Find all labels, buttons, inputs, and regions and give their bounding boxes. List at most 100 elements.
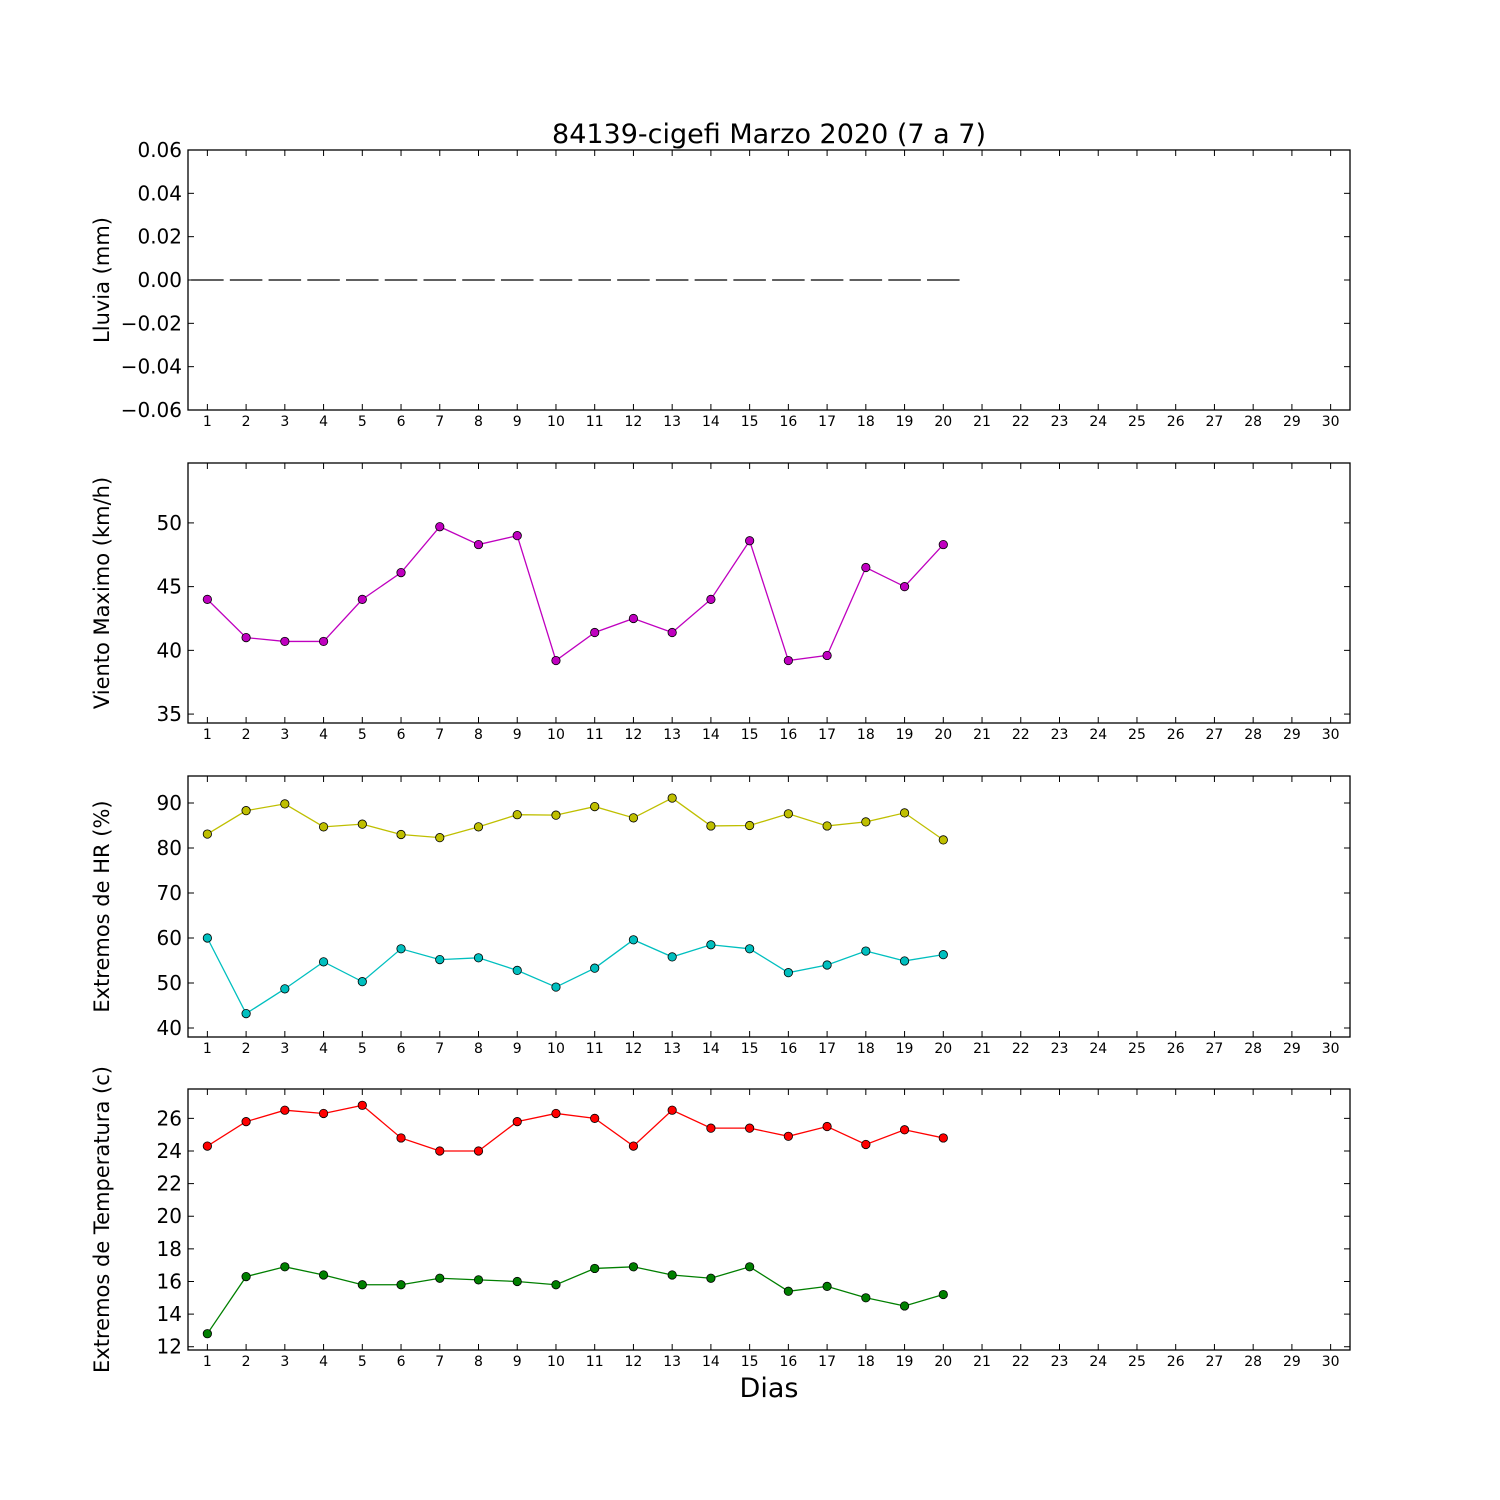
data-point: [396, 1280, 406, 1290]
x-tick-label: 15: [741, 727, 759, 743]
x-tick-label: 19: [896, 1041, 914, 1057]
x-tick-label: 23: [1051, 727, 1069, 743]
x-tick-label: 1: [203, 727, 212, 743]
data-point: [473, 1146, 484, 1156]
data-point: [551, 810, 561, 820]
data-point: [318, 1108, 329, 1119]
data-point: [822, 960, 832, 970]
data-point: [357, 1100, 367, 1110]
x-tick-label: 5: [358, 1041, 367, 1057]
data-point: [473, 953, 484, 963]
x-tick-label: 3: [280, 727, 289, 743]
data-point: [667, 1105, 677, 1115]
x-tick-label: 16: [779, 1041, 797, 1057]
x-tick-label: 12: [625, 1354, 643, 1370]
x-tick-label: 3: [280, 1354, 289, 1370]
x-tick-label: 5: [358, 414, 367, 430]
x-tick-label: 23: [1051, 414, 1069, 430]
x-tick-label: 5: [358, 1354, 367, 1370]
data-point: [241, 1271, 251, 1282]
x-tick-label: 13: [663, 1354, 681, 1370]
x-tick-label: 30: [1322, 414, 1340, 430]
x-tick-label: 25: [1128, 1354, 1146, 1370]
x-tick-label: 6: [397, 414, 406, 430]
x-tick-label: 28: [1244, 727, 1262, 743]
y-tick-label: 90: [157, 791, 182, 815]
x-tick-label: 21: [973, 1041, 991, 1057]
data-point: [590, 963, 600, 973]
data-point: [473, 822, 484, 832]
x-tick-label: 8: [474, 1354, 483, 1370]
data-point: [590, 627, 600, 638]
x-tick-label: 21: [973, 1354, 991, 1370]
x-tick-label: 7: [435, 727, 444, 743]
x-tick-label: 9: [513, 727, 522, 743]
x-tick-label: 22: [1012, 727, 1030, 743]
data-point: [590, 801, 600, 812]
x-tick-label: 24: [1089, 414, 1107, 430]
data-point: [938, 539, 948, 550]
data-point: [318, 1270, 329, 1280]
x-tick-label: 11: [586, 1354, 604, 1370]
y-tick-label: −0.04: [121, 355, 182, 379]
data-point: [241, 806, 251, 816]
data-point: [938, 835, 948, 845]
x-tick-label: 8: [474, 1041, 483, 1057]
data-point: [280, 1262, 290, 1272]
axes-frame: [187, 775, 1351, 1038]
y-axis-label: Viento Maximo (km/h): [90, 477, 114, 709]
data-point: [357, 977, 367, 987]
x-tick-label: 25: [1128, 727, 1146, 743]
x-tick-label: 4: [319, 1354, 328, 1370]
y-tick-label: 26: [157, 1106, 182, 1130]
data-point: [280, 1105, 290, 1115]
data-point: [318, 636, 329, 647]
data-point: [861, 946, 871, 956]
data-point: [783, 655, 793, 666]
data-point: [706, 940, 716, 950]
data-point: [241, 1008, 251, 1019]
x-tick-label: 6: [397, 1041, 406, 1057]
data-point: [745, 536, 755, 546]
y-axis-label: Extremos de Temperatura (c): [90, 1066, 114, 1373]
y-tick-label: 40: [157, 638, 182, 662]
data-point: [396, 829, 406, 840]
x-tick-label: 24: [1089, 1041, 1107, 1057]
data-point: [899, 808, 910, 818]
x-tick-label: 1: [203, 1041, 212, 1057]
x-tick-label: 8: [474, 727, 483, 743]
x-tick-label: 28: [1244, 414, 1262, 430]
x-tick-label: 5: [358, 727, 367, 743]
x-tick-label: 14: [702, 1041, 720, 1057]
x-tick-label: 27: [1206, 1354, 1224, 1370]
x-tick-label: 10: [547, 1041, 565, 1057]
data-point: [628, 1262, 639, 1272]
data-point: [822, 1121, 832, 1132]
data-point: [473, 1275, 484, 1285]
y-tick-label: 0.02: [137, 225, 182, 249]
data-point: [745, 1123, 755, 1133]
data-point: [551, 1280, 561, 1290]
y-tick-label: 16: [157, 1269, 182, 1293]
y-tick-label: 0.04: [137, 181, 182, 205]
data-point: [706, 1273, 716, 1283]
x-tick-label: 22: [1012, 414, 1030, 430]
x-tick-label: 7: [435, 414, 444, 430]
x-tick-label: 17: [818, 1354, 836, 1370]
data-point: [706, 1123, 716, 1133]
data-point: [512, 1276, 522, 1287]
x-tick-label: 14: [702, 727, 720, 743]
x-tick-label: 24: [1089, 727, 1107, 743]
x-tick-label: 17: [818, 727, 836, 743]
data-point: [861, 562, 871, 573]
data-point: [357, 594, 367, 604]
x-tick-label: 12: [625, 414, 643, 430]
x-tick-label: 10: [547, 727, 565, 743]
data-point: [280, 984, 290, 994]
x-tick-label: 4: [319, 414, 328, 430]
y-tick-label: −0.06: [121, 398, 182, 422]
x-tick-label: 26: [1167, 727, 1185, 743]
